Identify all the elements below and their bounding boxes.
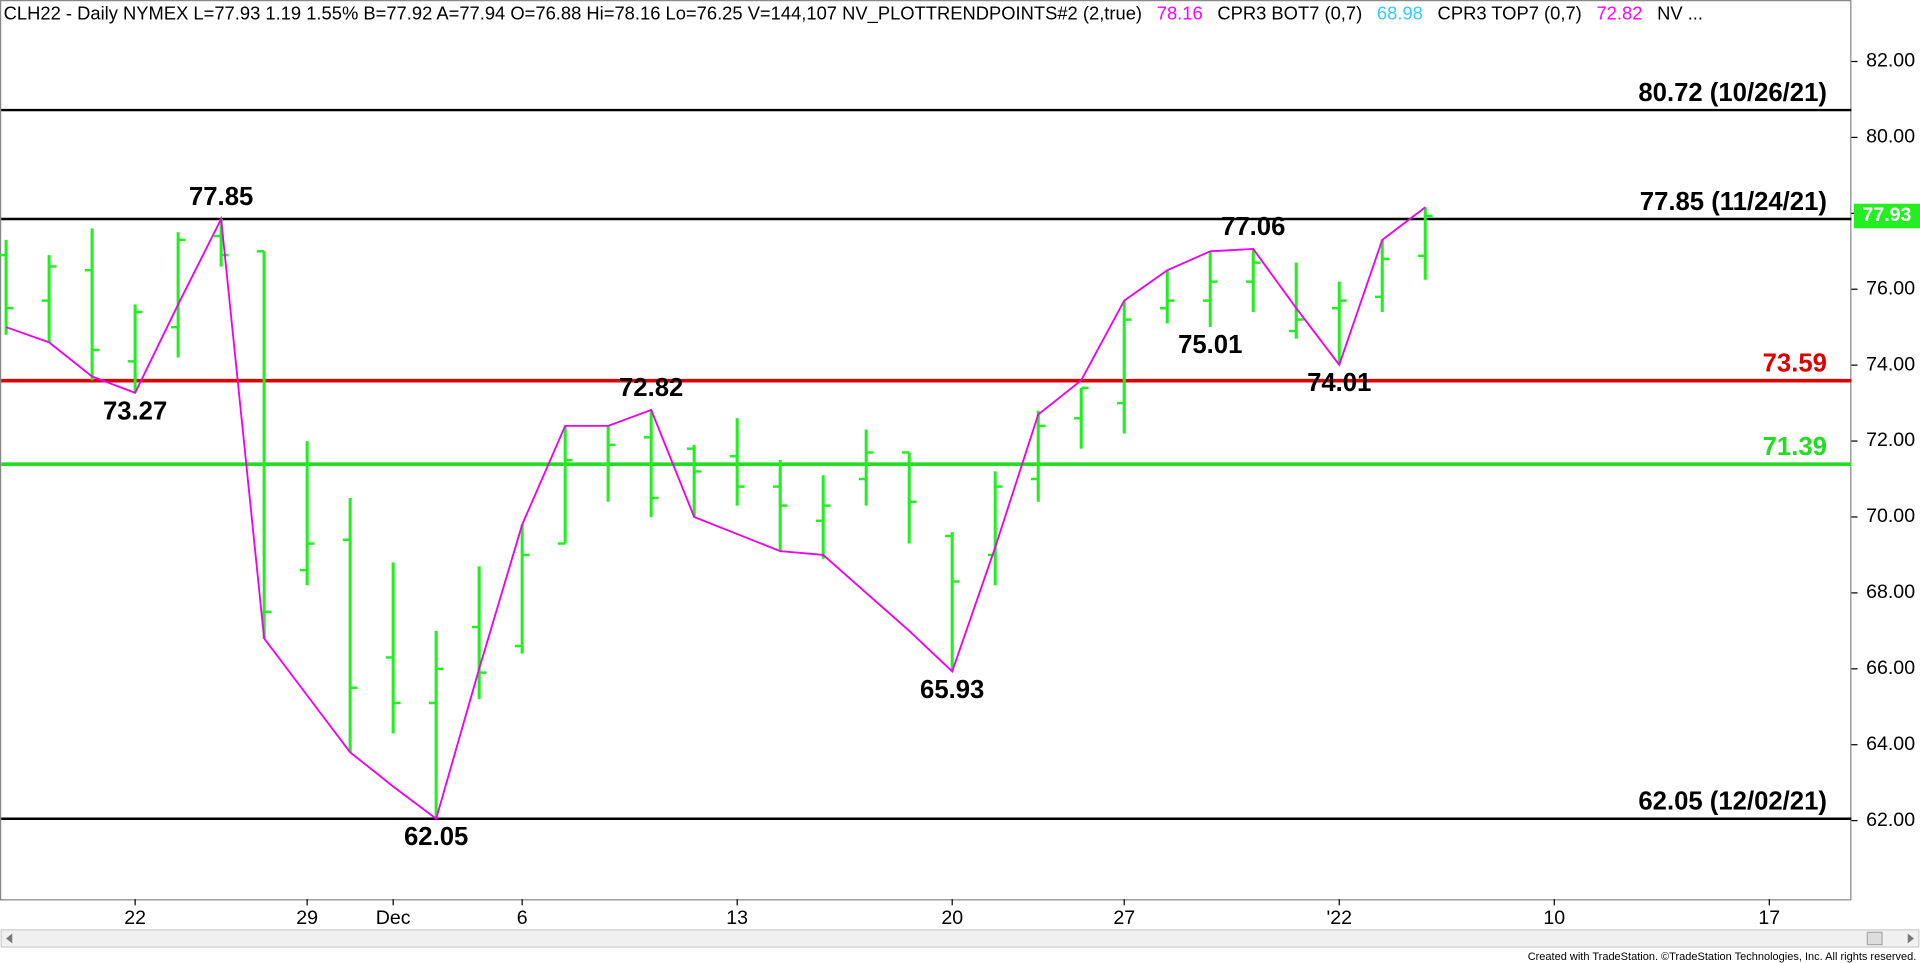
header-item: 78.16: [1157, 3, 1203, 24]
level-label: 71.39: [1763, 433, 1827, 461]
x-tick-label: 6: [517, 907, 528, 929]
header-item: 72.82: [1596, 3, 1642, 24]
header-item: 68.98: [1377, 3, 1423, 24]
pivot-label: 74.01: [1307, 369, 1371, 397]
x-tick-label: '22: [1326, 907, 1352, 929]
price-bar: [557, 425, 573, 545]
price-bar: [944, 532, 960, 672]
price-bar: [342, 498, 358, 753]
y-tick-label: 72.00: [1866, 429, 1915, 451]
price-bar: [1331, 281, 1347, 365]
price-bar: [1073, 386, 1089, 449]
x-tick-label: 20: [941, 907, 963, 929]
price-bar: [1159, 270, 1175, 324]
price-bar: [385, 562, 401, 734]
scrollbar[interactable]: [0, 929, 1920, 948]
price-bar: [471, 566, 487, 700]
x-tick-label: 22: [124, 907, 146, 929]
header-item: CPR3 BOT7 (0,7): [1217, 3, 1362, 24]
header-item: CPR3 TOP7 (0,7): [1438, 3, 1582, 24]
last-price-box: [1853, 203, 1920, 229]
y-tick-label: 70.00: [1866, 505, 1915, 527]
y-tick-label: 80.00: [1866, 126, 1915, 148]
price-bar: [600, 425, 616, 502]
x-tick-label: 29: [296, 907, 318, 929]
price-bar: [0, 239, 14, 335]
price-bar: [41, 255, 57, 343]
header: CLH22 - Daily NYMEX L=77.93 1.19 1.55% B…: [4, 3, 1703, 25]
price-bar: [299, 441, 315, 586]
price-bar: [1288, 262, 1304, 339]
price-bar: [987, 471, 1003, 586]
level-label: 77.85 (11/24/21): [1640, 188, 1827, 216]
y-tick-label: 76.00: [1866, 277, 1915, 299]
price-bar: [256, 250, 272, 639]
y-tick-label: 64.00: [1866, 733, 1915, 755]
price-bar: [170, 232, 186, 358]
scroll-thumb[interactable]: [1866, 931, 1883, 946]
price-bar: [686, 444, 702, 517]
price-bar: [1030, 410, 1046, 502]
last-price-label: 77.93: [1862, 204, 1911, 226]
price-bar: [84, 228, 100, 381]
level-label: 80.72 (10/26/21): [1638, 79, 1827, 107]
price-bar: [858, 429, 874, 506]
pivot-label: 77.85: [189, 183, 253, 211]
plot-frame: [0, 0, 1852, 901]
pivot-label: 75.01: [1178, 331, 1242, 359]
x-tick-label: 17: [1758, 907, 1780, 929]
x-tick-label: 27: [1113, 907, 1135, 929]
price-bar: [1202, 251, 1218, 327]
price-bar: [901, 451, 917, 544]
price-bar: [127, 304, 143, 393]
x-tick-label: Dec: [376, 907, 411, 929]
scroll-right[interactable]: [1907, 933, 1914, 944]
level-label: 73.59: [1763, 350, 1827, 378]
level-label: 62.05 (12/02/21): [1638, 788, 1827, 816]
y-tick-label: 68.00: [1866, 581, 1915, 603]
price-bar: [643, 409, 659, 517]
y-tick-label: 66.00: [1866, 657, 1915, 679]
x-tick-label: 10: [1543, 907, 1565, 929]
pivot-label: 72.82: [619, 374, 683, 402]
price-bar: [815, 475, 831, 559]
price-bar: [428, 630, 444, 819]
header-item: NV ...: [1657, 3, 1703, 24]
price-bar: [514, 524, 530, 654]
price-bar: [1417, 207, 1433, 280]
price-bar: [772, 460, 788, 552]
y-tick-label: 82.00: [1866, 50, 1915, 72]
y-tick-label: 62.00: [1866, 809, 1915, 831]
price-bar: [1374, 239, 1390, 313]
pivot-label: 62.05: [404, 823, 468, 851]
pivot-label: 73.27: [103, 397, 167, 425]
pivot-label: 65.93: [920, 676, 984, 704]
trend-line: [5, 206, 1426, 821]
price-bar: [1116, 300, 1132, 434]
x-tick-label: 13: [726, 907, 748, 929]
scroll-left[interactable]: [6, 933, 13, 944]
header-item: CLH22 - Daily NYMEX L=77.93 1.19 1.55% B…: [4, 3, 1142, 25]
pivot-label: 77.06: [1221, 213, 1285, 241]
price-bar: [1245, 249, 1261, 313]
price-bar: [729, 418, 745, 506]
footer: Created with TradeStation. ©TradeStation…: [1528, 951, 1917, 963]
y-tick-label: 74.00: [1866, 353, 1915, 375]
